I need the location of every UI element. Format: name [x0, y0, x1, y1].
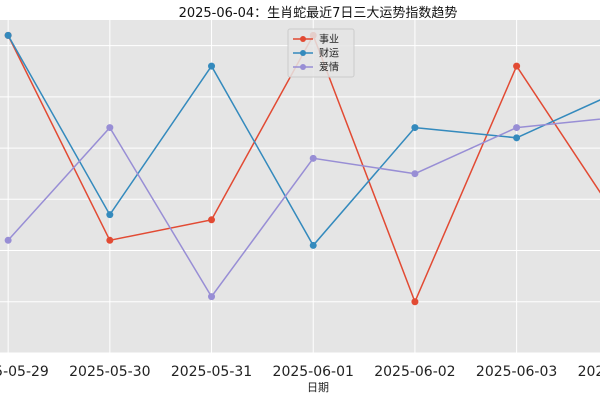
legend-swatch-marker [300, 36, 306, 42]
data-point [309, 241, 317, 249]
x-tick-label: 2025-06-02 [374, 364, 455, 380]
data-point [411, 170, 419, 178]
legend-swatch-marker [300, 64, 306, 70]
data-point [4, 236, 12, 244]
data-point [106, 124, 114, 132]
legend-entry: 财运 [319, 47, 339, 60]
data-point [513, 134, 521, 142]
data-point [411, 124, 419, 132]
x-axis-label: 日期 [307, 381, 329, 394]
data-point [513, 124, 521, 132]
data-point [106, 236, 114, 244]
legend-entry: 事业 [319, 33, 339, 46]
data-point [411, 298, 419, 306]
data-point [106, 211, 114, 219]
legend-swatch-marker [300, 50, 306, 56]
data-point [208, 62, 216, 70]
data-point [309, 154, 317, 162]
x-tick-label: 2025-05-29 [0, 364, 49, 380]
data-point [4, 31, 12, 39]
x-tick-label: 2025-06-01 [273, 364, 354, 380]
x-tick-label: 2025-06-03 [476, 364, 557, 380]
x-tick-labels: 2025-05-29 2025-05-30 2025-05-31 2025-06-01… [0, 364, 600, 380]
x-tick-label: 2025-05-30 [69, 364, 150, 380]
x-tick-label: 2025-06-04 [578, 364, 600, 380]
chart-title: 2025-06-04：生肖蛇最近7日三大运势指数趋势 [179, 5, 458, 21]
legend-entry: 爱情 [319, 61, 339, 74]
data-point [513, 62, 521, 70]
data-point [208, 216, 216, 224]
x-tick-label: 2025-05-31 [171, 364, 252, 380]
grid [0, 20, 600, 354]
data-point [208, 293, 216, 301]
